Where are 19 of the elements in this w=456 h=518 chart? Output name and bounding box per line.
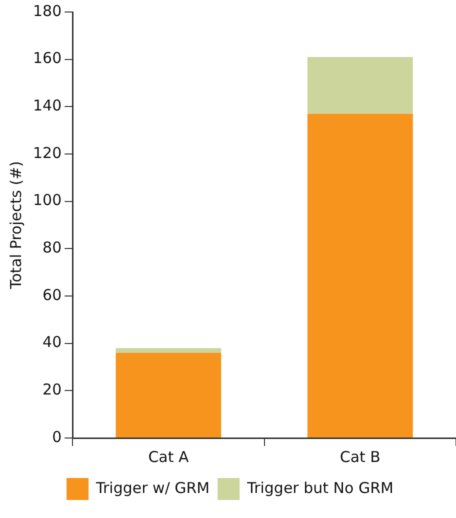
- y-tick-label: 120: [32, 144, 62, 162]
- y-tick-label: 60: [42, 286, 62, 304]
- x-tick-label: Cat A: [148, 448, 190, 466]
- bar: [116, 348, 222, 353]
- y-tick-label: 160: [32, 49, 62, 68]
- y-tick-label: 80: [42, 238, 62, 257]
- y-tick-label: 40: [42, 333, 62, 352]
- bar: [307, 114, 413, 438]
- y-tick-label: 0: [52, 428, 62, 446]
- x-tick-label: Cat B: [340, 448, 380, 466]
- y-tick-label: 180: [32, 2, 62, 20]
- legend-label: Trigger but No GRM: [246, 478, 394, 497]
- y-tick-label: 100: [32, 191, 62, 210]
- y-axis-title: Total Projects (#): [6, 161, 25, 290]
- y-tick-label: 20: [42, 380, 62, 399]
- y-tick-label: 140: [32, 96, 62, 115]
- bar: [307, 56, 413, 114]
- bar: [116, 352, 222, 438]
- legend-label: Trigger w/ GRM: [95, 478, 210, 497]
